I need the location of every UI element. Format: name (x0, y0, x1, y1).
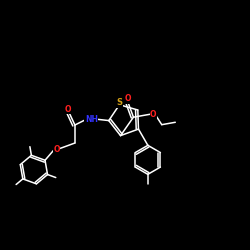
Text: NH: NH (85, 114, 98, 124)
Text: O: O (64, 105, 71, 114)
Text: O: O (150, 110, 156, 118)
Text: O: O (53, 144, 60, 154)
Text: O: O (124, 94, 131, 104)
Text: S: S (116, 98, 122, 107)
